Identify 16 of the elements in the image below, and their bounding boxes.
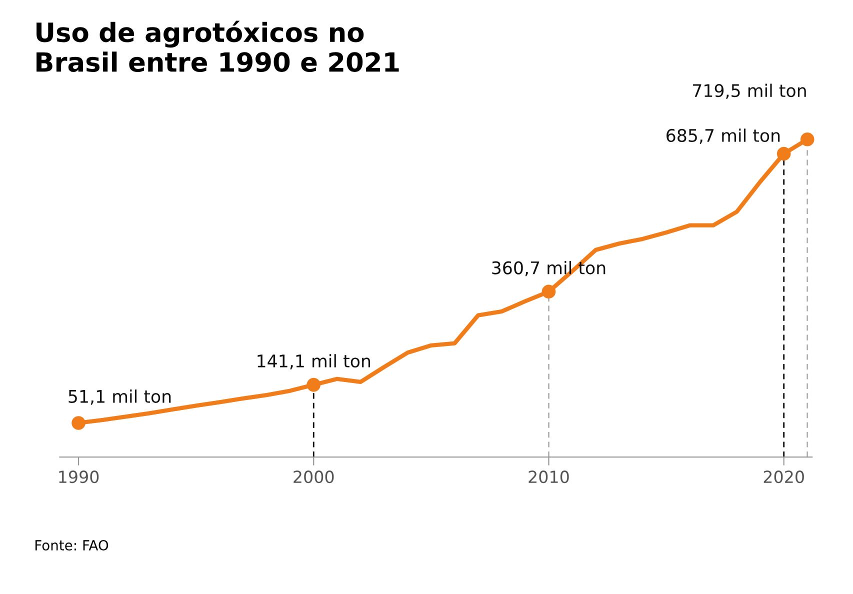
point — [542, 284, 556, 299]
source-note: Fonte: FAO — [35, 540, 108, 551]
x-tick-label: 2020 — [764, 470, 804, 484]
chart-title: Uso de agrotóxicos no Brasil entre 1990 e 2021 — [36, 20, 399, 72]
x-tick-label: 1990 — [59, 470, 99, 484]
data-label: 719,5 mil ton — [693, 84, 806, 99]
x-tick-label: 2010 — [528, 470, 569, 484]
point — [776, 146, 791, 161]
point — [72, 416, 86, 430]
point — [800, 132, 814, 146]
x-tick-label: 2000 — [294, 470, 334, 484]
point — [306, 378, 321, 392]
data-label: 51,1 mil ton — [68, 390, 171, 405]
data-label: 360,7 mil ton — [492, 260, 606, 276]
data-label: 685,7 mil ton — [666, 128, 780, 144]
data-label: 141,1 mil ton — [258, 354, 370, 370]
